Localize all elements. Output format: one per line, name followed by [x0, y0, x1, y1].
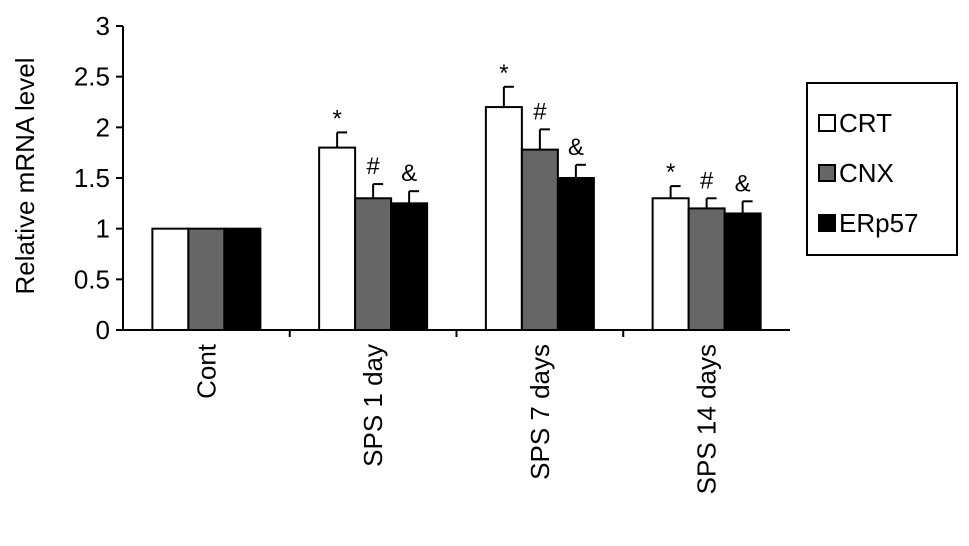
y-tick-label: 0.5	[74, 264, 110, 294]
y-tick-label: 1	[96, 214, 110, 244]
y-tick-label: 0	[96, 315, 110, 345]
significance-marker: *	[666, 159, 675, 186]
legend-label: ERp57	[839, 208, 919, 238]
significance-marker: #	[533, 98, 547, 125]
legend-label: CNX	[839, 158, 894, 188]
legend: CRT CNX ERp57	[806, 82, 958, 256]
x-category-label: Cont	[191, 343, 221, 399]
bar-erp57	[723, 212, 762, 331]
bar-cnx	[520, 148, 559, 331]
x-category-label: SPS 1 day	[358, 344, 388, 467]
legend-swatch	[818, 114, 836, 132]
bar-cnx	[187, 227, 226, 332]
significance-marker: &	[735, 170, 751, 197]
y-axis-title-group: Relative mRNA level	[10, 58, 40, 295]
legend-item-cnx: CNX	[818, 158, 894, 188]
bars: *# &*#&* # &	[151, 60, 762, 332]
y-tick-label: 1.5	[74, 163, 110, 193]
bar-cnx	[687, 207, 726, 331]
bar-crt	[651, 197, 690, 331]
significance-marker: #	[700, 167, 714, 194]
significance-marker: *	[332, 105, 341, 132]
x-category-label: SPS 7 days	[525, 344, 555, 480]
x-category-label: SPS 14 days	[692, 344, 722, 494]
bar-erp57	[556, 177, 595, 331]
y-tick-label: 3	[96, 11, 110, 41]
significance-marker: &	[568, 134, 584, 161]
bar-erp57	[223, 227, 262, 332]
bar-cnx	[354, 197, 393, 331]
y-tick-label: 2.5	[74, 62, 110, 92]
legend-swatch	[818, 214, 836, 232]
legend-item-erp57: ERp57	[818, 208, 919, 238]
x-axis: Cont SPS 1 day SPS 7 days SPS 14 days	[123, 329, 790, 494]
y-tick-label: 2	[96, 112, 110, 142]
bar-erp57	[390, 202, 429, 331]
y-axis-title: Relative mRNA level	[10, 58, 40, 295]
bar-crt	[318, 146, 357, 331]
significance-marker: *	[499, 60, 508, 87]
bar-crt	[151, 227, 190, 332]
significance-marker: &	[401, 160, 417, 187]
legend-item-crt: CRT	[818, 108, 892, 138]
y-axis: 0 0.5 1 1.5 2 2.5 3	[74, 11, 124, 345]
bar-crt	[484, 106, 523, 331]
significance-marker: #	[366, 153, 380, 180]
legend-label: CRT	[839, 108, 892, 138]
legend-swatch	[818, 164, 836, 182]
